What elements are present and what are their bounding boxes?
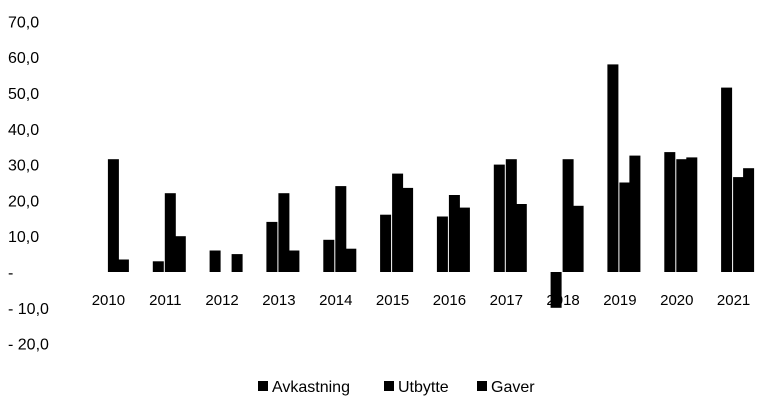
x-tick-label: 2018 [546, 292, 579, 309]
y-tick-label: 70,0 [8, 14, 39, 31]
x-tick-label: 2015 [376, 292, 409, 309]
x-tick-label: 2021 [717, 292, 750, 309]
bar-utbytte-2019 [619, 182, 631, 272]
bars [107, 64, 755, 308]
y-tick-label: - 10,0 [8, 301, 49, 318]
bar-gaver-2015 [402, 187, 414, 272]
bar-gaver-2020 [686, 157, 698, 272]
bar-avkastning-2012 [209, 250, 221, 272]
bar-utbytte-2017 [505, 159, 517, 272]
bar-gaver-2011 [174, 236, 186, 272]
y-tick-label: 50,0 [8, 86, 39, 103]
bar-utbytte-2016 [448, 195, 460, 272]
x-tick-label: 2017 [490, 292, 523, 309]
bar-gaver-2010 [117, 259, 129, 272]
bar-utbytte-2021 [733, 177, 745, 272]
bar-gaver-2012 [231, 254, 243, 272]
bar-avkastning-2011 [152, 261, 164, 272]
bar-gaver-2014 [345, 248, 357, 272]
bar-utbytte-2018 [562, 159, 574, 272]
x-tick-label: 2013 [262, 292, 295, 309]
y-tick-label: - 20,0 [8, 337, 49, 354]
y-tick-label: 20,0 [8, 193, 39, 210]
y-axis: 70,0 60,0 50,0 40,0 30,0 20,0 10,0 - - 10,0 - 20,… [8, 14, 49, 353]
x-tick-label: 2016 [433, 292, 466, 309]
x-tick-label: 2019 [603, 292, 636, 309]
bar-utbytte-2010 [107, 159, 119, 272]
bar-gaver-2018 [572, 205, 584, 272]
legend-swatch-avkastning [258, 381, 268, 391]
bar-avkastning-2016 [436, 216, 448, 272]
bar-utbytte-2015 [392, 173, 404, 272]
bar-utbytte-2011 [164, 193, 176, 272]
bar-avkastning-2015 [380, 214, 392, 272]
y-tick-label: 10,0 [8, 229, 39, 246]
bar-utbytte-2014 [335, 186, 347, 272]
x-tick-label: 2010 [92, 292, 125, 309]
bar-avkastning-2021 [721, 87, 733, 272]
y-tick-label: - [8, 265, 13, 282]
x-tick-label: 2012 [205, 292, 238, 309]
bar-avkastning-2013 [266, 221, 278, 272]
x-axis: 2010 2011 2012 2013 2014 2015 2016 2017 2018 2019… [92, 292, 751, 309]
bar-gaver-2021 [743, 168, 755, 272]
legend-label-utbytte: Utbytte [398, 379, 449, 396]
bar-gaver-2016 [458, 207, 470, 272]
legend-swatch-utbytte [384, 381, 394, 391]
bar-avkastning-2018 [550, 272, 562, 308]
legend: Avkastning Utbytte Gaver [258, 379, 535, 396]
bar-utbytte-2020 [676, 159, 688, 272]
bar-avkastning-2020 [664, 152, 676, 272]
legend-label-gaver: Gaver [491, 379, 535, 396]
legend-swatch-gaver [477, 381, 487, 391]
legend-label-avkastning: Avkastning [272, 379, 350, 396]
y-tick-label: 60,0 [8, 50, 39, 67]
y-tick-label: 30,0 [8, 158, 39, 175]
x-tick-label: 2014 [319, 292, 352, 309]
bar-gaver-2017 [515, 204, 527, 272]
x-tick-label: 2020 [660, 292, 693, 309]
bar-avkastning-2017 [493, 164, 505, 272]
bar-utbytte-2013 [278, 193, 290, 272]
x-tick-label: 2011 [149, 292, 181, 309]
bar-avkastning-2019 [607, 64, 619, 273]
y-tick-label: 40,0 [8, 122, 39, 139]
bar-gaver-2013 [288, 250, 300, 272]
bar-avkastning-2014 [323, 239, 335, 272]
bar-gaver-2019 [629, 155, 641, 272]
